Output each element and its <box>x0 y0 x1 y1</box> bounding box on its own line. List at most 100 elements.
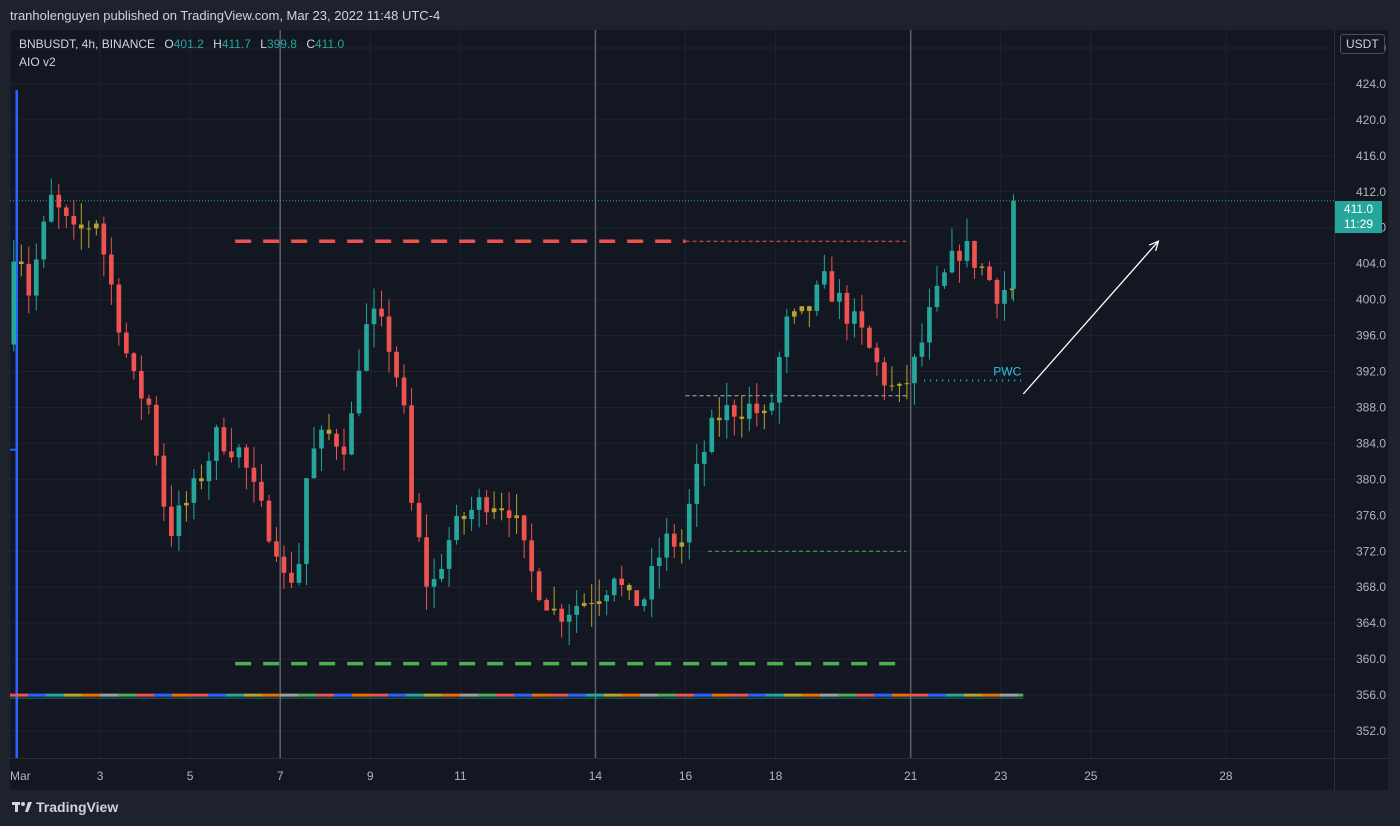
time-tick-label: 14 <box>589 769 603 783</box>
candle-body <box>78 224 84 229</box>
time-tick-label: 5 <box>187 769 194 783</box>
price-tick-label: 412.0 <box>1356 185 1386 199</box>
close-label: C <box>306 37 315 51</box>
publisher-info: tranholenguyen published on TradingView.… <box>10 8 441 23</box>
symbol-legend: BNBUSDT, 4h, BINANCE O401.2 H411.7 L399.… <box>19 37 344 51</box>
tradingview-logo-icon <box>12 802 32 812</box>
candle-body <box>506 510 512 518</box>
indicator-band <box>10 693 1024 699</box>
open-label: O <box>164 37 174 51</box>
candle-body <box>86 228 92 230</box>
candle-body <box>716 417 722 421</box>
candle-body <box>244 447 249 468</box>
candle-body <box>169 506 174 536</box>
candle-body <box>529 540 534 572</box>
price-tick-label: 400.0 <box>1356 293 1386 307</box>
candle-body <box>116 284 122 333</box>
price-tick-label: 352.0 <box>1356 724 1386 738</box>
candle-body <box>761 410 767 414</box>
candle-body <box>979 266 985 268</box>
candle-body <box>409 405 414 503</box>
candle-body <box>176 505 182 536</box>
candle-body <box>93 223 99 229</box>
candle-body <box>919 342 925 357</box>
candle-body <box>108 254 114 285</box>
brand-name: TradingView <box>36 799 119 815</box>
candle-body <box>709 417 715 452</box>
candle-body <box>416 502 422 538</box>
high-label: H <box>213 37 222 51</box>
candle-body <box>559 608 564 622</box>
candle-body <box>694 463 700 504</box>
candle-body <box>191 478 197 503</box>
candle-body <box>739 416 745 419</box>
candle-body <box>251 467 257 482</box>
candle-body <box>686 503 692 543</box>
candle-body <box>679 542 685 547</box>
time-tick-label: 23 <box>994 769 1008 783</box>
candle-body <box>401 377 407 406</box>
time-axis: Mar 3 5 7 9 11 14 16 18 21 23 25 28 <box>10 758 1388 783</box>
candle-body <box>289 572 294 583</box>
candle-body <box>551 608 557 611</box>
price-tick-label: 360.0 <box>1356 652 1386 666</box>
candle-body <box>799 306 805 312</box>
candle-body <box>792 311 797 317</box>
candle-body <box>371 308 377 325</box>
price-tick-label: 424.0 <box>1356 77 1386 91</box>
candle-body <box>912 356 917 384</box>
candle-body <box>311 448 317 479</box>
candle-body <box>814 284 820 311</box>
price-tick-label: 392.0 <box>1356 365 1386 379</box>
candle-body <box>11 261 17 345</box>
candle-body <box>544 600 549 611</box>
candle-body <box>379 308 384 317</box>
currency-button[interactable]: USDT <box>1340 34 1385 54</box>
tradingview-brand[interactable]: TradingView <box>12 799 118 815</box>
indicator-legend[interactable]: AIO v2 <box>19 55 56 69</box>
candle-body <box>259 481 264 501</box>
price-tick-label: 364.0 <box>1356 616 1386 630</box>
candle-body <box>942 272 947 286</box>
symbol-label: BNBUSDT, 4h, BINANCE <box>19 37 156 51</box>
candle-body <box>146 398 152 405</box>
candle-body <box>671 533 677 547</box>
candle-body <box>304 478 309 564</box>
candle-body <box>994 279 1000 304</box>
candle-body <box>101 223 107 255</box>
candle-body <box>266 500 272 542</box>
last-price-value: 411.0 <box>1343 202 1374 216</box>
time-tick-label: Mar <box>10 769 31 783</box>
time-tick-label: 28 <box>1219 769 1233 783</box>
candle-body <box>844 292 850 324</box>
candle-body <box>356 370 362 414</box>
candle-body <box>649 566 655 600</box>
candle-body <box>124 332 129 354</box>
candle-body <box>731 405 737 417</box>
candle-body <box>469 509 474 520</box>
chart-frame[interactable]: PWC 352.0 356.0 360.0 364.0 368.0 372.0 376.0 3… <box>10 30 1388 790</box>
candle-body <box>161 455 167 507</box>
time-tick-label: 11 <box>454 769 467 783</box>
candle-body <box>154 404 159 456</box>
candle-body <box>491 508 497 513</box>
footer-bar: TradingView <box>0 790 1400 826</box>
candle-body <box>63 207 69 216</box>
candle-body <box>131 353 137 372</box>
candle-body <box>829 271 835 302</box>
candles <box>11 178 1016 645</box>
candle-body <box>48 194 54 222</box>
candle-body <box>746 403 752 419</box>
price-tick-label: 380.0 <box>1356 472 1386 486</box>
candle-body <box>334 433 339 447</box>
price-tick-label: 388.0 <box>1356 400 1386 414</box>
candle-body <box>611 578 617 596</box>
low-value: 399.8 <box>266 37 297 51</box>
price-tick-label: 396.0 <box>1356 329 1386 343</box>
candlestick-chart[interactable]: PWC 352.0356.0360.0364.0368.0372.0376.03… <box>10 30 1388 790</box>
candle-body <box>521 515 527 541</box>
candle-body <box>33 259 39 296</box>
candle-body <box>386 316 392 352</box>
price-tick-label: 420.0 <box>1356 113 1386 127</box>
candle-body <box>807 306 812 311</box>
